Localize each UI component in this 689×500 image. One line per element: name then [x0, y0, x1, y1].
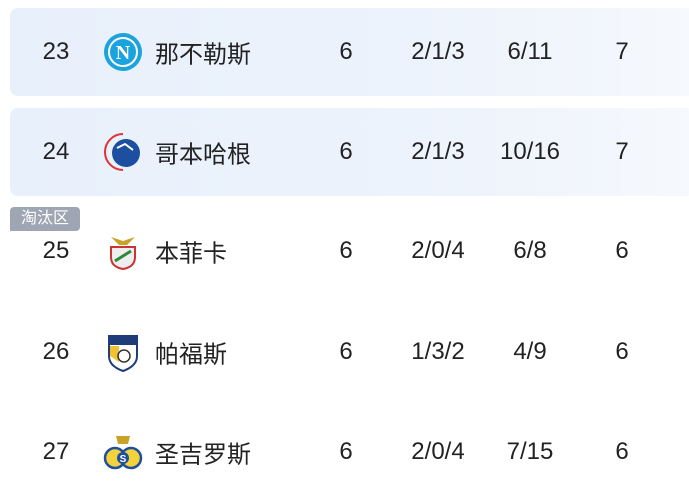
rank: 23: [42, 38, 70, 65]
table-row[interactable]: 26 帕福斯 6 1/3/2 4/9 6: [10, 308, 689, 396]
rank: 25: [42, 237, 70, 264]
union-sg-crest-icon: S: [103, 436, 143, 470]
win-draw-loss: 2/0/4: [411, 237, 465, 264]
played: 6: [339, 438, 353, 465]
points: 6: [615, 438, 629, 465]
napoli-crest-icon: N: [104, 33, 142, 71]
goals: 6/11: [507, 38, 553, 65]
points: 7: [615, 38, 629, 65]
rank: 27: [42, 438, 70, 465]
svg-text:N: N: [116, 42, 131, 64]
table-row[interactable]: 23 N 那不勒斯 6 2/1/3 6/11 7: [10, 8, 689, 96]
played: 6: [339, 138, 353, 165]
rank: 26: [42, 338, 70, 365]
team-name[interactable]: 圣吉罗斯: [155, 441, 251, 469]
win-draw-loss: 2/1/3: [411, 138, 465, 165]
win-draw-loss: 2/1/3: [411, 38, 465, 65]
goals: 10/16: [499, 138, 561, 165]
team-name[interactable]: 那不勒斯: [155, 41, 251, 69]
played: 6: [339, 338, 353, 365]
win-draw-loss: 2/0/4: [411, 438, 465, 465]
points: 7: [615, 138, 629, 165]
table-row[interactable]: 27 S 圣吉罗斯 6 2/0/4 7/15 6: [10, 408, 689, 496]
relegation-zone-badge: 淘汰区: [10, 207, 80, 231]
win-draw-loss: 1/3/2: [411, 338, 465, 365]
goals: 6/8: [513, 237, 547, 264]
team-name[interactable]: 本菲卡: [155, 240, 227, 268]
team-name[interactable]: 哥本哈根: [155, 141, 251, 169]
copenhagen-lion-crest-icon: [104, 133, 140, 171]
points: 6: [615, 338, 629, 365]
pafos-crest-icon: [108, 335, 138, 372]
points: 6: [615, 237, 629, 264]
team-name[interactable]: 帕福斯: [155, 341, 227, 369]
rank: 24: [42, 138, 70, 165]
table-row[interactable]: 24 哥本哈根 6 2/1/3 10/16 7: [10, 108, 689, 196]
played: 6: [339, 38, 353, 65]
svg-text:S: S: [120, 454, 127, 465]
played: 6: [339, 237, 353, 264]
goals: 4/9: [513, 338, 547, 365]
goals: 7/15: [506, 438, 554, 465]
benfica-eagle-crest-icon: [110, 237, 136, 271]
table-row[interactable]: 25 本菲卡 6 2/0/4 6/8 6: [10, 207, 689, 295]
